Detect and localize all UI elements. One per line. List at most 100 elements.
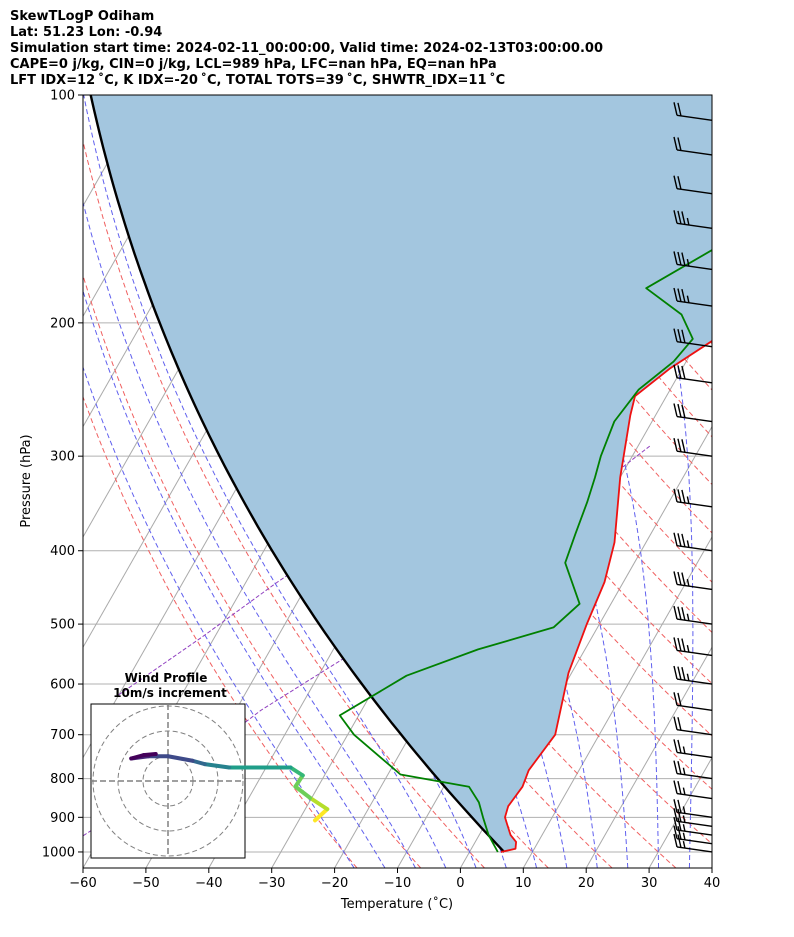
wind-barb-feather <box>677 210 682 225</box>
wind-barb-feather <box>673 175 678 189</box>
wind-barb-half-feather <box>682 832 686 840</box>
isotherm-line <box>0 95 20 868</box>
wind-barb-feather <box>677 438 682 452</box>
wind-barb-staff <box>676 450 713 457</box>
y-tick-label: 400 <box>50 544 75 559</box>
wind-barb <box>673 833 713 853</box>
moist-adiabat <box>83 200 416 868</box>
wind-barb-feather <box>673 760 678 774</box>
wind-barb-feather <box>677 739 682 754</box>
location-line: Lat: 51.23 Lon: -0.94 <box>10 25 163 40</box>
wind-barb-staff <box>676 263 713 271</box>
wind-barb <box>673 532 713 552</box>
wind-barb-feather <box>677 780 682 795</box>
wind-barb-half-feather <box>686 673 690 681</box>
x-tick-label: −30 <box>258 876 285 891</box>
wind-barb-feather <box>677 533 682 547</box>
wind-barb-feather <box>673 739 678 753</box>
wind-barb-staff <box>676 300 713 307</box>
wind-barb <box>673 403 713 423</box>
wind-barb-staff <box>676 811 713 819</box>
wind-barb-half-feather <box>686 217 690 226</box>
isotherm-line <box>711 866 712 868</box>
parcel-profile <box>89 95 505 853</box>
plot-area <box>0 95 794 868</box>
hodograph-segment <box>288 765 305 778</box>
wind-barb-staff <box>676 501 713 508</box>
cape-cin-shading <box>90 95 712 852</box>
wind-barb-feather <box>677 176 682 190</box>
dewpoint-line <box>338 249 712 853</box>
wind-barb <box>673 210 713 229</box>
wind-barb-feather <box>677 102 682 117</box>
wind-barb-half-feather <box>682 840 686 849</box>
wind-barb-feather <box>677 817 682 831</box>
wind-barb-feather <box>681 533 686 548</box>
wind-barb-half-feather <box>682 815 686 823</box>
wind-barb-half-feather <box>686 613 690 621</box>
moist-adiabat <box>83 289 386 868</box>
isotherm-line <box>522 535 712 868</box>
wind-barb-staff <box>676 704 713 712</box>
wind-barb-feather <box>681 572 686 586</box>
wind-barbs <box>673 102 713 853</box>
wind-barb-half-feather <box>686 579 690 587</box>
wind-barb-feather <box>677 329 682 343</box>
isotherm-line <box>83 95 84 97</box>
wind-barb-feather <box>681 439 686 453</box>
wind-barb <box>673 637 713 657</box>
time-line: Simulation start time: 2024-02-11_00:00:… <box>10 41 603 56</box>
hodograph-segment <box>293 784 313 800</box>
wind-barb-half-feather <box>686 258 690 267</box>
y-tick-label: 1000 <box>42 845 75 860</box>
indices-line-1: CAPE=0 j/kg, CIN=0 j/kg, LCL=989 hPa, LF… <box>10 57 497 72</box>
wind-barb-feather <box>677 666 682 680</box>
x-tick-label: −40 <box>195 876 222 891</box>
wind-barb-feather <box>673 825 678 839</box>
wind-barb-feather <box>681 638 686 652</box>
wind-barb-feather <box>673 780 678 794</box>
wind-barb-feather <box>673 808 678 822</box>
y-axis: 100 200 300 400 500 600 700 800 900 1000 <box>42 89 83 860</box>
wind-barb-feather <box>677 799 682 814</box>
isotherm-line <box>585 646 712 868</box>
wind-barb <box>673 287 713 307</box>
y-axis-label: Pressure (hPa) <box>19 434 34 527</box>
dry-adiabat <box>724 95 794 868</box>
wind-barb-feather <box>673 637 678 651</box>
wind-barb <box>673 488 713 508</box>
hodograph-segment <box>190 758 207 767</box>
y-tick-label: 300 <box>50 450 75 465</box>
dry-adiabat <box>83 395 358 868</box>
wind-barb-feather <box>677 489 682 503</box>
wind-barb <box>673 438 713 457</box>
wind-barb-feather <box>677 637 682 652</box>
wind-barb-feather <box>673 571 678 585</box>
wind-barb <box>673 251 713 271</box>
wind-barb-feather <box>673 251 678 265</box>
wind-barb-half-feather <box>686 644 690 653</box>
wind-barb <box>673 605 713 625</box>
wind-barb-staff <box>676 114 713 121</box>
wind-barb-feather <box>673 403 678 417</box>
wind-barb-feather <box>673 210 678 224</box>
wind-barb <box>673 175 713 195</box>
hodograph-segment <box>129 753 146 761</box>
inset-subtitle: 10m/s increment <box>113 686 227 700</box>
wind-barb-feather <box>677 808 682 823</box>
wind-barb <box>673 799 713 819</box>
y-tick-label: 900 <box>50 811 75 826</box>
wind-barb-feather <box>677 403 682 418</box>
x-axis: −60 −50 −40 −30 −20 −10 0 10 20 30 40 <box>69 868 720 891</box>
wind-barb <box>673 692 713 712</box>
wind-barb <box>673 136 713 156</box>
wind-barb-half-feather <box>686 540 690 548</box>
wind-barb-feather <box>673 665 678 680</box>
hodograph-segment <box>313 807 330 823</box>
hodograph-segment <box>166 754 195 763</box>
wind-barb-feather <box>681 365 686 380</box>
dry-adiabat <box>83 139 485 868</box>
x-tick-label: −10 <box>384 876 411 891</box>
wind-barb-staff <box>676 187 713 195</box>
